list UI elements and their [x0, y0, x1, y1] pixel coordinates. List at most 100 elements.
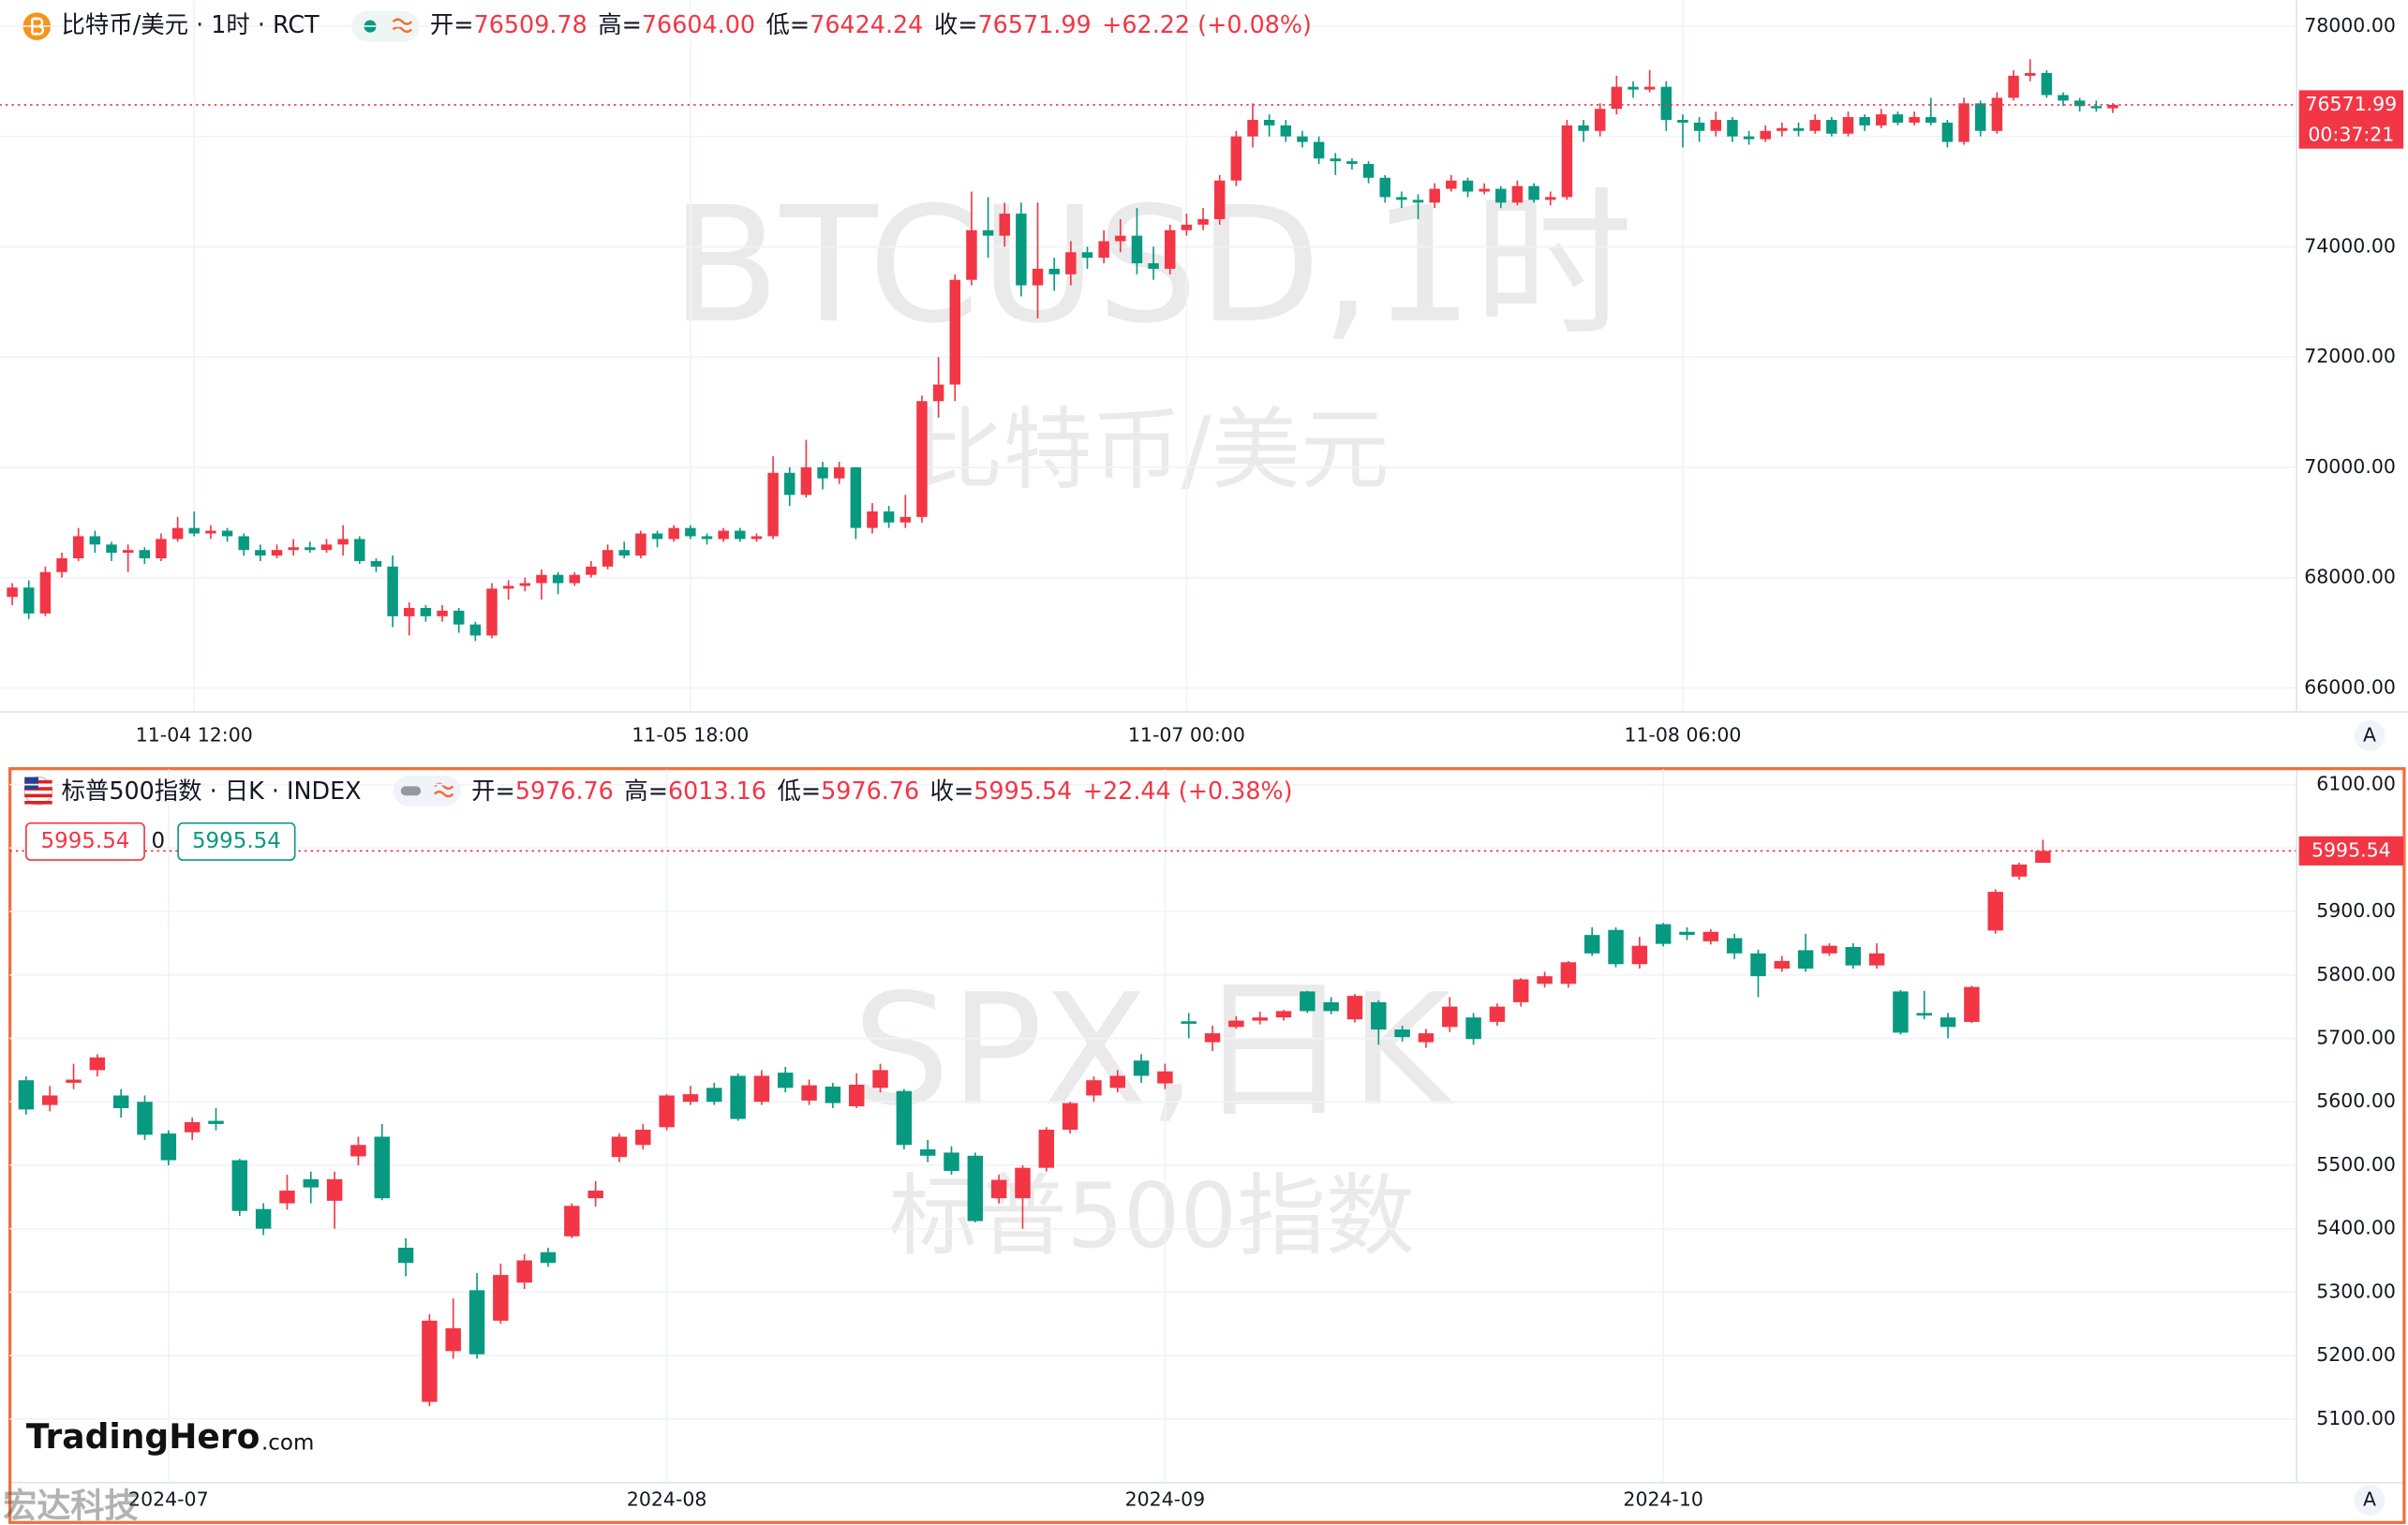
- candle-body: [536, 574, 547, 584]
- x-tick-label: 11-05 18:00: [632, 723, 749, 746]
- candle-body: [337, 539, 349, 545]
- candle-body: [1991, 97, 2003, 131]
- candle-body: [1462, 180, 1474, 192]
- candle-body: [502, 585, 514, 589]
- candle-body: [1204, 1033, 1221, 1043]
- candle-body: [899, 516, 912, 523]
- candle-body: [982, 229, 994, 236]
- logo-name: TradingHero: [26, 1417, 260, 1457]
- ohlc-value: 76424.24: [810, 10, 923, 38]
- candle-body: [1821, 945, 1837, 954]
- candle-body: [1479, 188, 1490, 192]
- candle-body: [303, 1178, 320, 1188]
- candle-body: [1495, 188, 1507, 203]
- ohlc-label: 收=: [930, 777, 974, 805]
- candle-body: [422, 1320, 438, 1402]
- candle-body: [1760, 130, 1771, 140]
- change-value: +62.22 (+0.08%): [1102, 10, 1312, 38]
- candle-body: [437, 610, 448, 616]
- candle-body: [1165, 229, 1176, 269]
- candle-body: [1442, 1006, 1458, 1028]
- candle-body: [1660, 86, 1672, 120]
- candle-body: [2058, 95, 2069, 101]
- candle-body: [587, 1191, 603, 1199]
- candle-body: [1346, 996, 1363, 1020]
- scale-button-bg[interactable]: [2354, 719, 2386, 751]
- candle-body: [1015, 1167, 1031, 1199]
- scale-button[interactable]: A: [2363, 723, 2376, 746]
- candle-body: [1941, 122, 1954, 142]
- candle-body: [255, 1208, 272, 1229]
- candle-body: [1098, 241, 1109, 259]
- pane: BTCUSD,1时比特币/美元66000.0068000.0070000.007…: [0, 0, 2404, 751]
- candle-body: [1086, 1080, 1102, 1096]
- ohlc-label: 低=: [766, 10, 810, 38]
- ohlc-label: 高=: [624, 777, 668, 805]
- candle-body: [320, 544, 333, 551]
- candle-body: [1677, 119, 1688, 123]
- candle-body: [1561, 125, 1573, 198]
- scale-button[interactable]: A: [2363, 1488, 2376, 1511]
- countdown-label: 00:37:21: [2308, 124, 2394, 146]
- candle-body: [1964, 986, 1980, 1022]
- candle-body: [602, 550, 614, 567]
- candle-body: [2090, 106, 2103, 109]
- y-tick-label: 5400.00: [2316, 1217, 2396, 1239]
- y-tick-label: 66000.00: [2304, 675, 2396, 698]
- candle-body: [872, 1070, 888, 1088]
- ohlc-value: 5995.54: [974, 777, 1072, 805]
- candle-body: [682, 1094, 699, 1103]
- candle-body: [1643, 86, 1656, 90]
- order-box[interactable]: [177, 822, 296, 861]
- candle-body: [850, 466, 862, 528]
- scale-button-bg[interactable]: [2354, 1485, 2386, 1516]
- ohlc-label: 开=: [471, 777, 515, 805]
- candle-body: [1611, 86, 1623, 110]
- x-tick-label: 11-04 12:00: [136, 723, 253, 746]
- candle-body: [833, 466, 845, 479]
- ohlc-value: 76509.78: [474, 10, 587, 38]
- candle-body: [1583, 935, 1600, 954]
- candle-body: [66, 1079, 82, 1083]
- candle-body: [486, 588, 498, 636]
- order-box[interactable]: [25, 822, 145, 861]
- candle-body: [1560, 962, 1577, 985]
- candle-body: [1181, 1021, 1197, 1024]
- candle-body: [1081, 252, 1093, 259]
- candle-body: [208, 1120, 224, 1124]
- order-price[interactable]: 5995.54: [41, 829, 130, 853]
- candle-body: [468, 1290, 485, 1355]
- candle-body: [635, 1130, 651, 1146]
- y-tick-label: 5500.00: [2316, 1153, 2396, 1176]
- candle-body: [1396, 197, 1407, 200]
- status-pill[interactable]: [393, 775, 461, 807]
- candle-body: [231, 1160, 248, 1211]
- y-tick-label: 5200.00: [2316, 1343, 2396, 1366]
- candle-body: [1513, 979, 1529, 1002]
- candle-body: [41, 1095, 58, 1105]
- candle-body: [156, 539, 167, 559]
- order-price[interactable]: 5995.54: [192, 829, 281, 853]
- candle-body: [1181, 224, 1193, 230]
- candle-body: [1131, 235, 1143, 264]
- candle-body: [1379, 177, 1390, 198]
- candle-body: [2041, 72, 2053, 96]
- candle-body: [1362, 164, 1375, 178]
- y-tick-label: 5900.00: [2316, 899, 2396, 922]
- candle-body: [1859, 117, 1870, 126]
- candle-body: [1594, 109, 1606, 131]
- candle-body: [1489, 1006, 1506, 1022]
- y-tick-label: 6100.00: [2316, 773, 2396, 795]
- candle-body: [122, 550, 134, 554]
- candle-body: [916, 401, 928, 517]
- candle-body: [106, 544, 117, 554]
- candle-body: [2074, 100, 2086, 107]
- candle-body: [1300, 991, 1315, 1012]
- ohlc-label: 高=: [598, 10, 642, 38]
- candle-body: [1845, 946, 1862, 966]
- candle-body: [825, 1086, 841, 1103]
- candle-body: [89, 536, 101, 545]
- candle-body: [635, 533, 647, 556]
- y-tick-label: 78000.00: [2304, 14, 2396, 37]
